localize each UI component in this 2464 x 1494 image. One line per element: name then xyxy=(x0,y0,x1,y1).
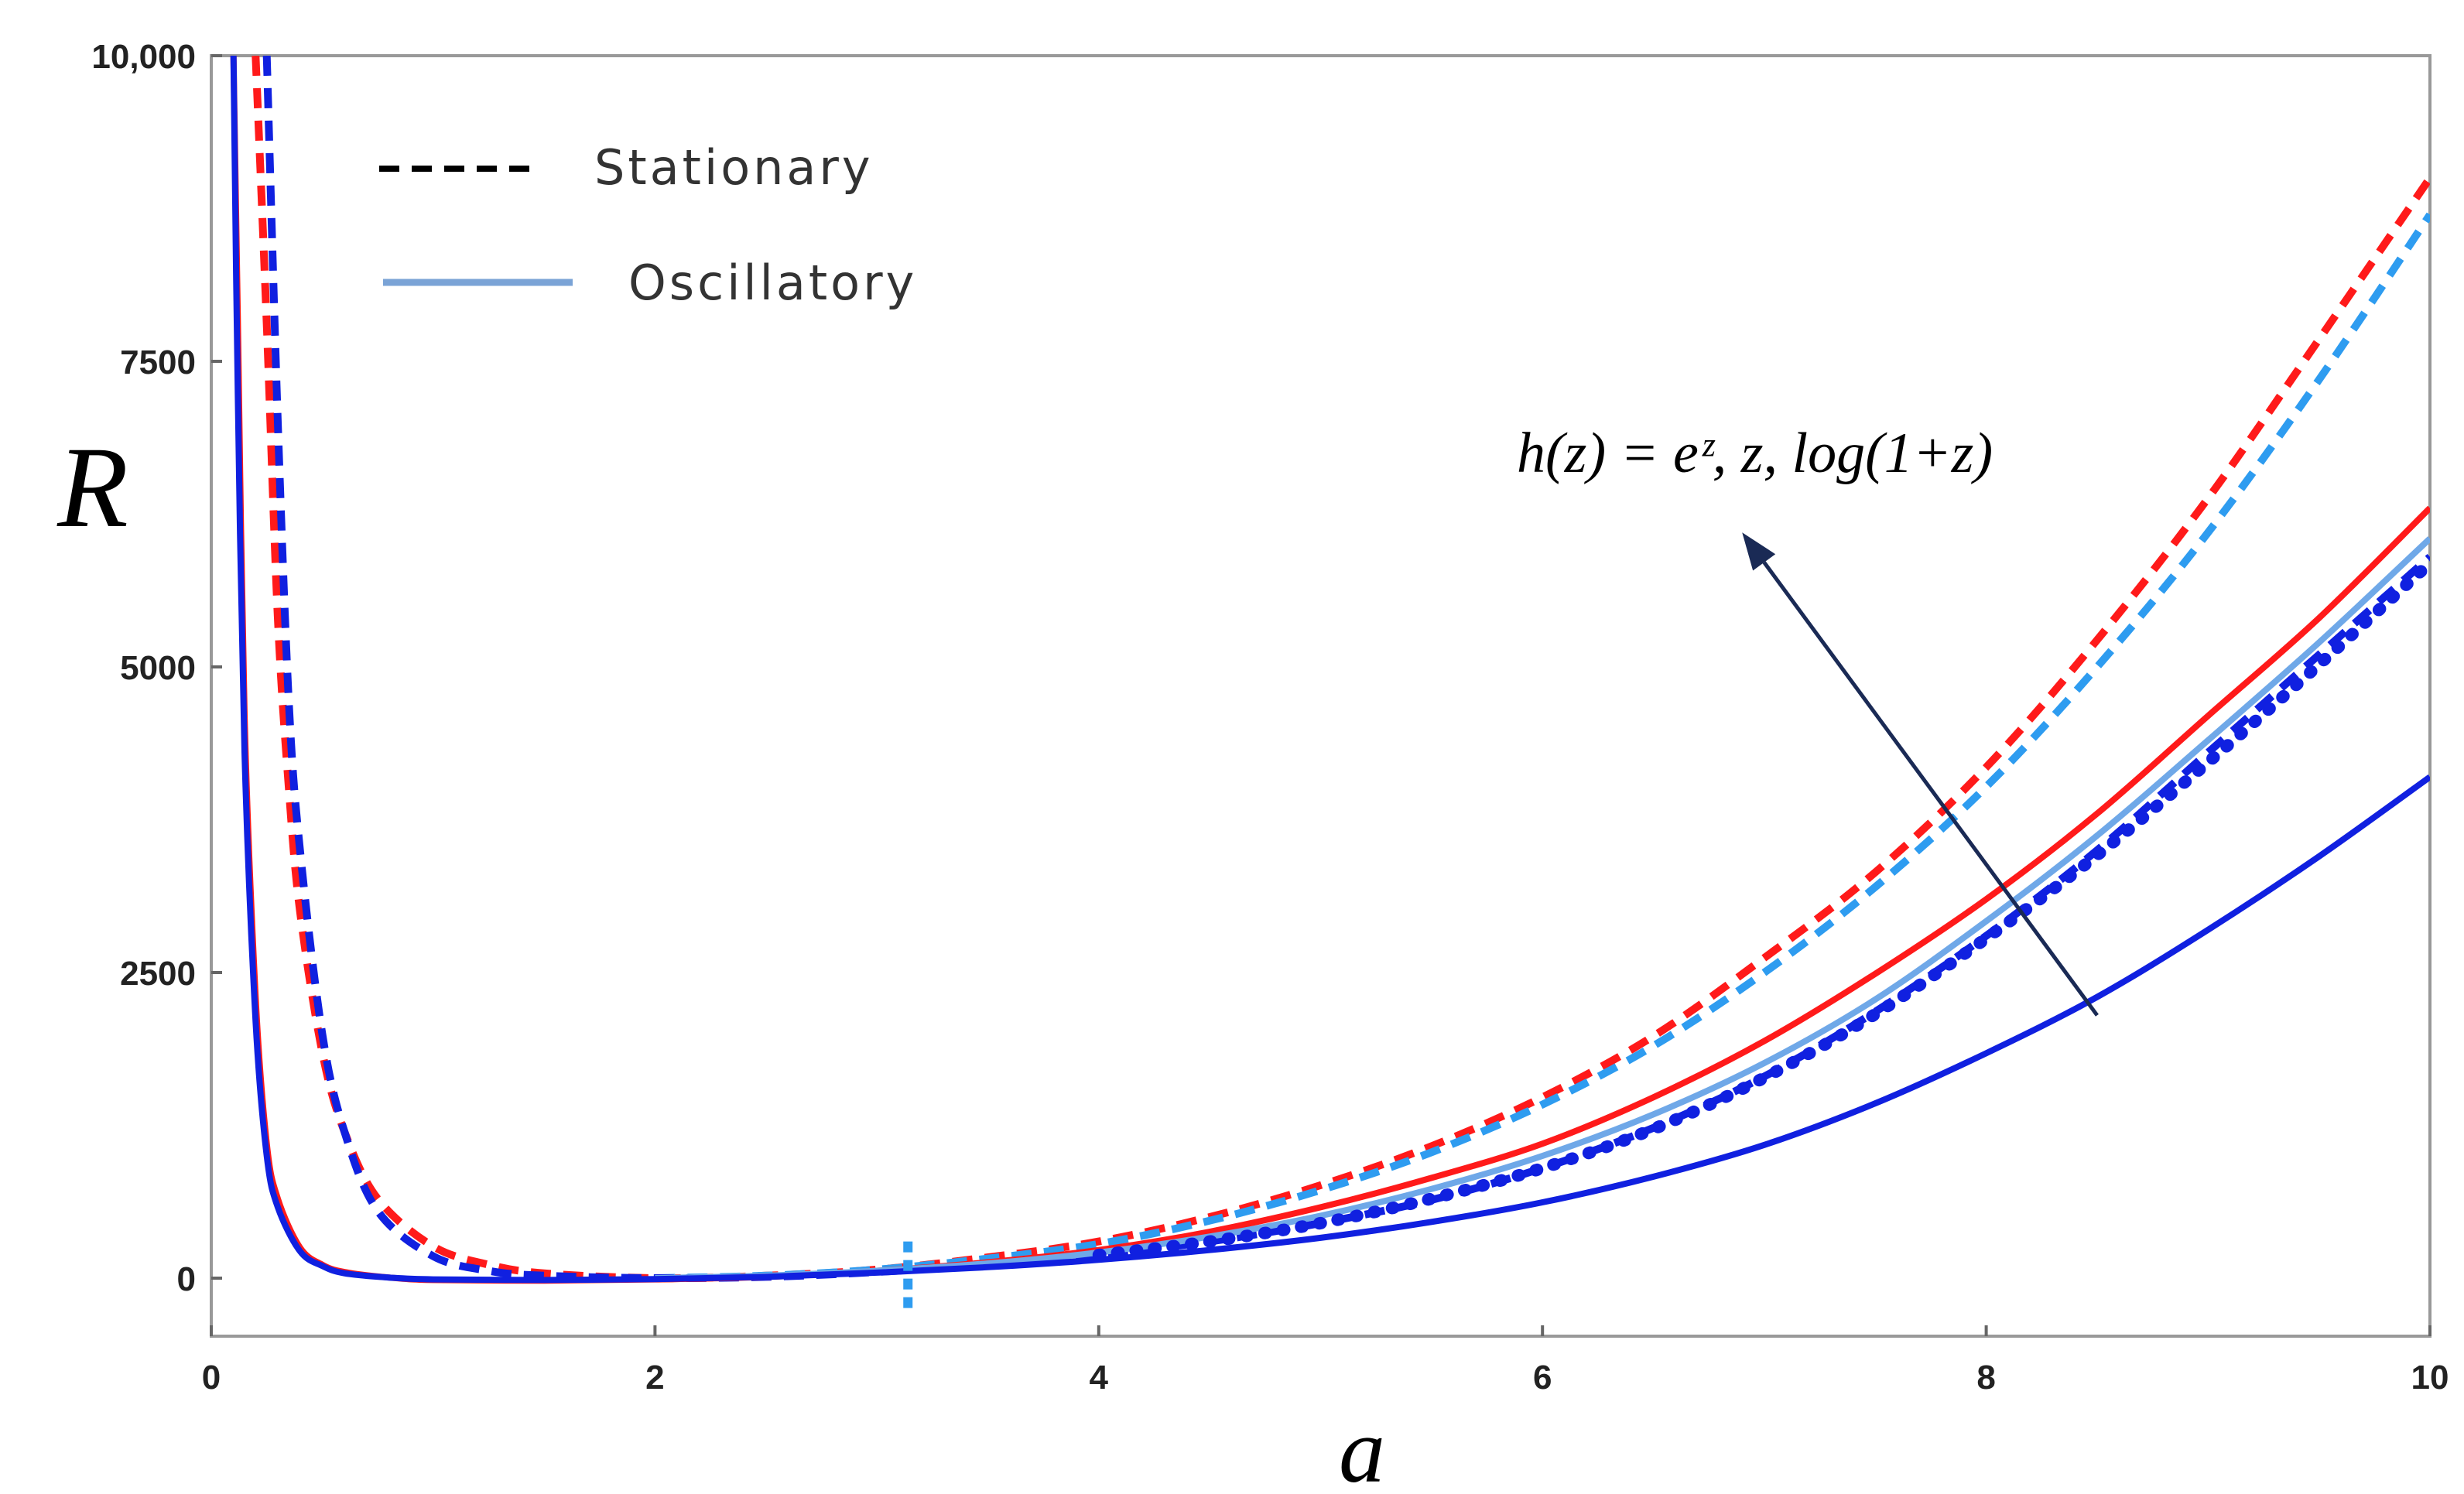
y-axis-title: R xyxy=(56,423,128,552)
legend-label-oscillatory: Oscillatory xyxy=(628,255,917,311)
annotation-arrowhead xyxy=(1742,532,1776,571)
series-line-2 xyxy=(655,212,2430,1282)
series-layer xyxy=(230,56,2430,1315)
series-line-6 xyxy=(230,56,2430,1284)
annotation: h(z) = eᶻ, z, log(1+z) xyxy=(1517,422,2099,1017)
legend: Stationary Oscillatory xyxy=(379,139,917,311)
x-tick-label: 10 xyxy=(2411,1359,2449,1397)
x-tick-label: 2 xyxy=(645,1359,664,1397)
annotation-text: h(z) = eᶻ, z, log(1+z) xyxy=(1517,422,1993,485)
x-axis-title: a xyxy=(1339,1399,1385,1494)
y-ticks: 0 2500 5000 7500 10,000 xyxy=(91,38,222,1298)
x-tick-label: 6 xyxy=(1533,1359,1552,1397)
x-ticks: 0 2 4 6 8 10 xyxy=(202,1325,2449,1397)
plot-frame xyxy=(210,54,2431,1338)
series-line-7 xyxy=(1092,556,2430,1261)
y-tick-label: 2500 xyxy=(120,955,196,993)
plot-area: 0 2 4 6 8 10 0 2500 5000 7500 10,000 xyxy=(91,38,2449,1397)
annotation-arrow xyxy=(1762,561,2099,1017)
y-tick-label: 0 xyxy=(177,1260,196,1298)
x-tick-label: 0 xyxy=(202,1359,221,1397)
y-tick-label: 5000 xyxy=(120,649,196,687)
x-tick-label: 8 xyxy=(1976,1359,1995,1397)
series-line-5 xyxy=(655,536,2430,1281)
y-tick-label: 7500 xyxy=(120,344,196,381)
legend-label-stationary: Stationary xyxy=(594,139,874,196)
x-tick-label: 4 xyxy=(1090,1359,1109,1397)
y-tick-label: 10,000 xyxy=(91,38,196,76)
